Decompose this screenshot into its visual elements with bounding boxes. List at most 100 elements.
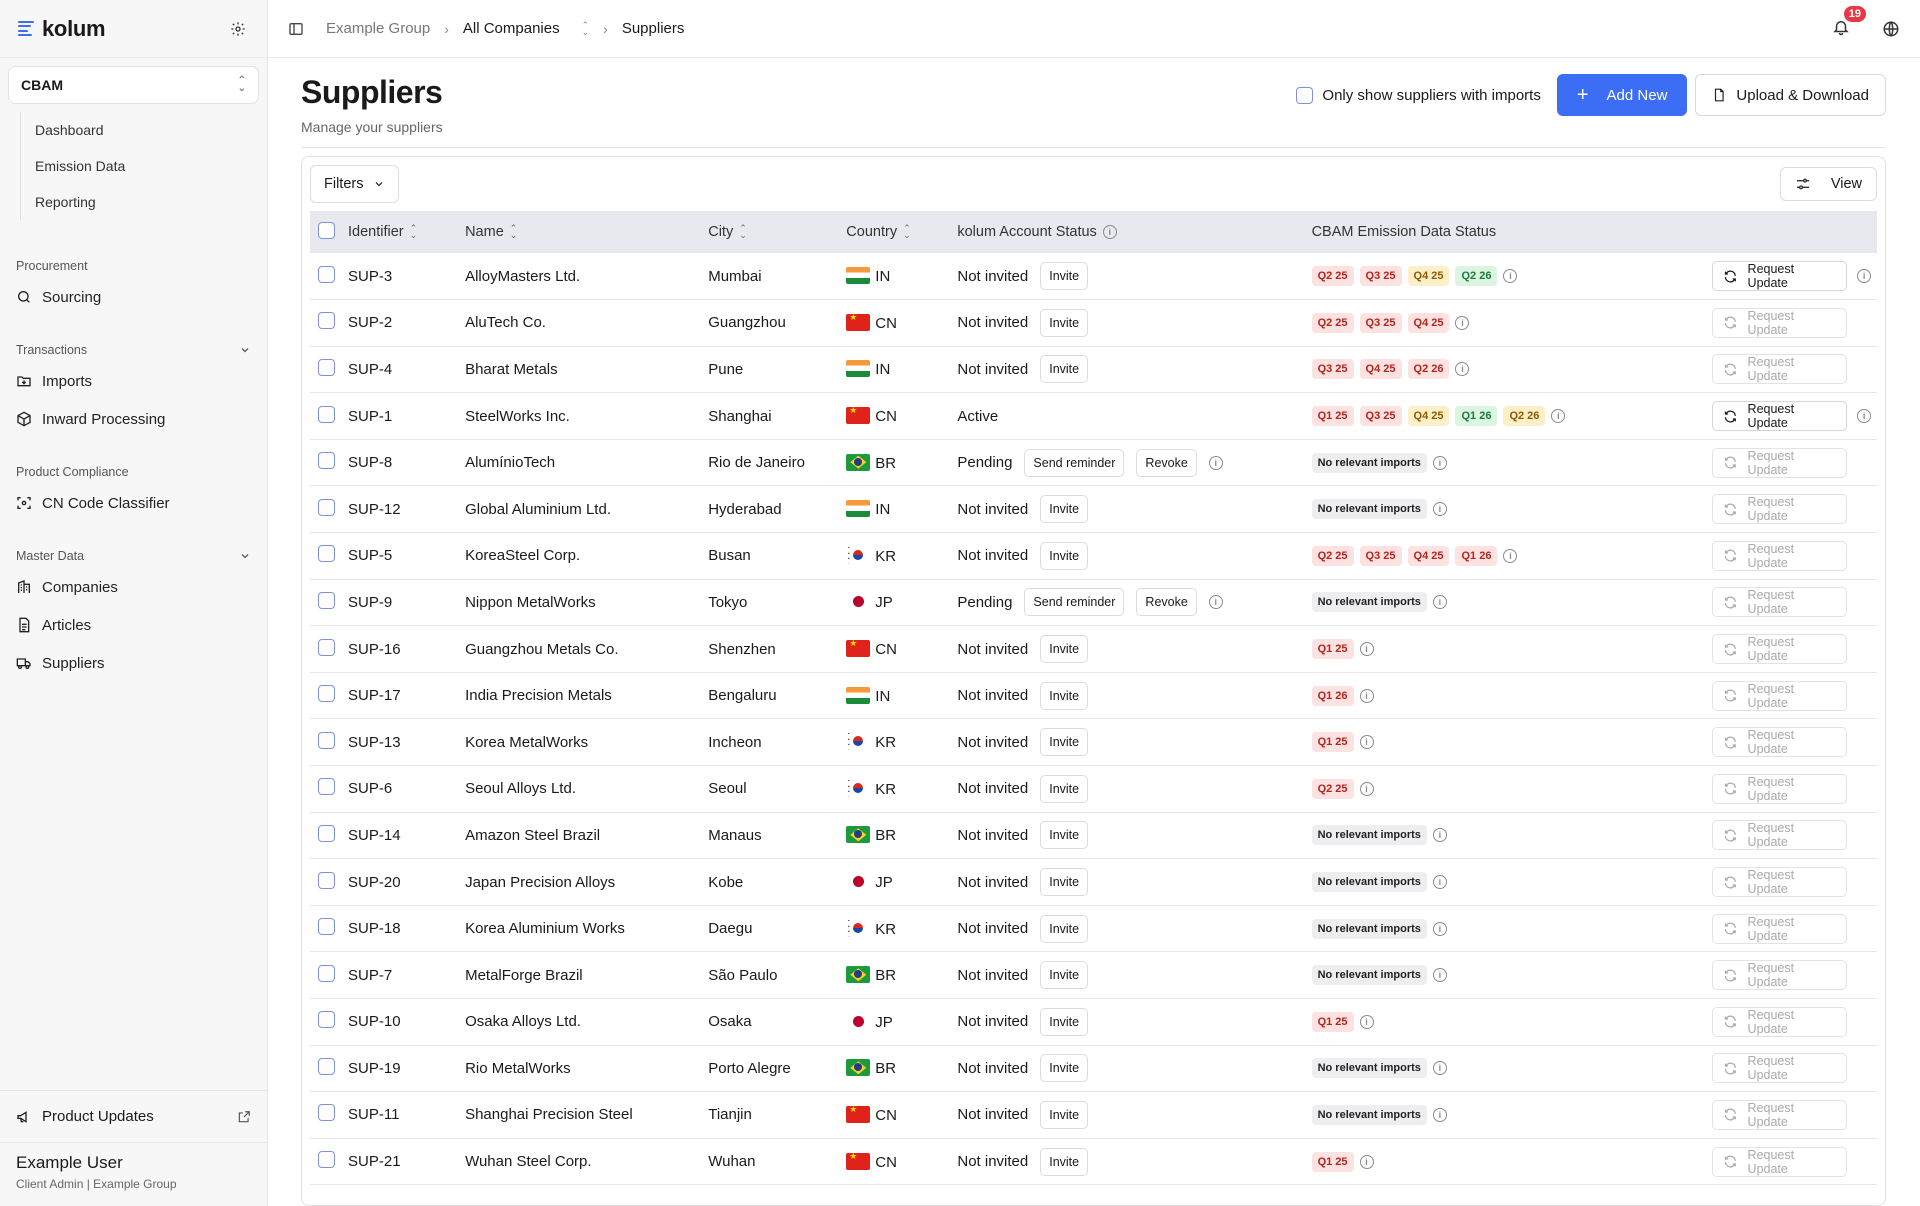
info-icon[interactable]: i — [1432, 1107, 1447, 1122]
section-master-data[interactable]: Master Data — [0, 544, 267, 568]
invite-button[interactable]: Invite — [1040, 262, 1089, 291]
view-options-button[interactable]: View — [1779, 167, 1877, 201]
row-checkbox[interactable] — [318, 405, 335, 423]
request-update-button[interactable]: Request Update — [1711, 354, 1848, 385]
invite-button[interactable]: Invite — [1040, 541, 1089, 570]
supplier-name[interactable]: AlumínioTech — [465, 454, 556, 472]
row-checkbox[interactable] — [318, 918, 335, 936]
product-updates-link[interactable]: Product Updates — [0, 1090, 267, 1142]
supplier-identifier[interactable]: SUP-4 — [348, 360, 393, 378]
user-profile[interactable]: Example User Client Admin | Example Grou… — [0, 1142, 267, 1206]
globe-icon[interactable] — [1882, 20, 1900, 38]
nav-cn-code-classifier[interactable]: CN Code Classifier — [0, 484, 267, 522]
supplier-identifier[interactable]: SUP-5 — [348, 547, 393, 565]
row-checkbox[interactable] — [318, 358, 335, 376]
info-icon[interactable]: i — [1208, 595, 1223, 610]
row-checkbox[interactable] — [318, 1011, 335, 1029]
supplier-name[interactable]: KoreaSteel Corp. — [465, 547, 581, 565]
row-checkbox[interactable] — [318, 685, 335, 703]
row-checkbox[interactable] — [318, 964, 335, 982]
row-checkbox[interactable] — [318, 265, 335, 283]
supplier-identifier[interactable]: SUP-12 — [348, 500, 401, 518]
info-icon[interactable]: i — [1432, 875, 1447, 890]
request-update-button[interactable]: Request Update — [1711, 820, 1848, 851]
row-checkbox[interactable] — [318, 871, 335, 889]
request-update-button[interactable]: Request Update — [1711, 727, 1848, 758]
info-icon[interactable]: i — [1432, 968, 1447, 983]
request-update-button[interactable]: Request Update — [1711, 540, 1848, 571]
send-reminder-button[interactable]: Send reminder — [1024, 448, 1125, 477]
info-icon[interactable]: i — [1359, 735, 1374, 750]
info-icon[interactable]: i — [1359, 642, 1374, 657]
supplier-name[interactable]: Korea Aluminium Works — [465, 920, 625, 938]
select-all-checkbox[interactable] — [318, 221, 335, 239]
info-icon[interactable]: i — [1432, 921, 1447, 936]
info-icon[interactable]: i — [1359, 1154, 1374, 1169]
request-update-button[interactable]: Request Update — [1711, 960, 1848, 991]
supplier-identifier[interactable]: SUP-16 — [348, 640, 401, 658]
nav-articles[interactable]: Articles — [0, 606, 267, 644]
supplier-name[interactable]: Japan Precision Alloys — [465, 873, 616, 891]
supplier-name[interactable]: Global Aluminium Ltd. — [465, 500, 611, 518]
invite-button[interactable]: Invite — [1040, 635, 1089, 664]
revoke-button[interactable]: Revoke — [1136, 588, 1197, 617]
row-checkbox[interactable] — [318, 498, 335, 516]
send-reminder-button[interactable]: Send reminder — [1024, 588, 1125, 617]
nav-imports[interactable]: Imports — [0, 362, 267, 400]
row-checkbox[interactable] — [318, 824, 335, 842]
supplier-identifier[interactable]: SUP-17 — [348, 687, 401, 705]
info-icon[interactable]: i — [1359, 1014, 1374, 1029]
invite-button[interactable]: Invite — [1040, 681, 1089, 710]
request-update-button[interactable]: Request Update — [1711, 1053, 1848, 1084]
supplier-name[interactable]: Amazon Steel Brazil — [465, 826, 601, 844]
supplier-identifier[interactable]: SUP-7 — [348, 966, 393, 984]
info-icon[interactable]: i — [1432, 595, 1447, 610]
info-icon[interactable]: i — [1359, 688, 1374, 703]
info-icon[interactable]: i — [1208, 455, 1223, 470]
invite-button[interactable]: Invite — [1040, 1147, 1089, 1176]
supplier-name[interactable]: AluTech Co. — [465, 314, 546, 332]
supplier-identifier[interactable]: SUP-19 — [348, 1059, 401, 1077]
info-icon[interactable]: i — [1432, 1061, 1447, 1076]
settings-gear-icon[interactable] — [227, 18, 249, 40]
invite-button[interactable]: Invite — [1040, 774, 1089, 803]
nav-dashboard[interactable]: Dashboard — [35, 122, 104, 138]
invite-button[interactable]: Invite — [1040, 728, 1089, 757]
supplier-identifier[interactable]: SUP-21 — [348, 1153, 401, 1171]
request-update-button[interactable]: Request Update — [1711, 447, 1848, 478]
invite-button[interactable]: Invite — [1040, 308, 1089, 337]
request-update-button[interactable]: Request Update — [1711, 867, 1848, 898]
col-country[interactable]: Country ⌃ ⌄ — [846, 211, 958, 253]
only-imports-checkbox[interactable] — [1296, 86, 1314, 104]
supplier-identifier[interactable]: SUP-3 — [348, 267, 393, 285]
supplier-identifier[interactable]: SUP-1 — [348, 407, 393, 425]
request-update-button[interactable]: Request Update — [1711, 680, 1848, 711]
supplier-identifier[interactable]: SUP-18 — [348, 920, 401, 938]
supplier-identifier[interactable]: SUP-14 — [348, 826, 401, 844]
row-checkbox[interactable] — [318, 778, 335, 796]
nav-sourcing[interactable]: Sourcing — [0, 278, 267, 316]
row-checkbox[interactable] — [318, 1057, 335, 1075]
supplier-name[interactable]: Osaka Alloys Ltd. — [465, 1013, 581, 1031]
supplier-identifier[interactable]: SUP-9 — [348, 593, 393, 611]
request-update-button[interactable]: Request Update — [1711, 1006, 1848, 1037]
supplier-identifier[interactable]: SUP-13 — [348, 733, 401, 751]
invite-button[interactable]: Invite — [1040, 1100, 1089, 1129]
info-icon[interactable]: i — [1432, 455, 1447, 470]
supplier-name[interactable]: SteelWorks Inc. — [465, 407, 570, 425]
supplier-name[interactable]: Seoul Alloys Ltd. — [465, 780, 576, 798]
add-new-button[interactable]: + Add New — [1556, 74, 1688, 116]
notifications-button[interactable]: 19 — [1832, 5, 1866, 40]
row-checkbox[interactable] — [318, 638, 335, 656]
invite-button[interactable]: Invite — [1040, 1054, 1089, 1083]
section-transactions[interactable]: Transactions — [0, 338, 267, 362]
invite-button[interactable]: Invite — [1040, 495, 1089, 524]
supplier-identifier[interactable]: SUP-2 — [348, 314, 393, 332]
upload-download-button[interactable]: Upload & Download — [1695, 74, 1886, 116]
info-icon[interactable]: i — [1432, 502, 1447, 517]
module-selector[interactable]: CBAM ⌃ ⌄ — [8, 66, 259, 104]
request-update-button[interactable]: Request Update — [1711, 913, 1848, 944]
request-update-button[interactable]: Request Update — [1711, 261, 1848, 292]
request-update-button[interactable]: Request Update — [1711, 307, 1848, 338]
row-checkbox[interactable] — [318, 312, 335, 330]
